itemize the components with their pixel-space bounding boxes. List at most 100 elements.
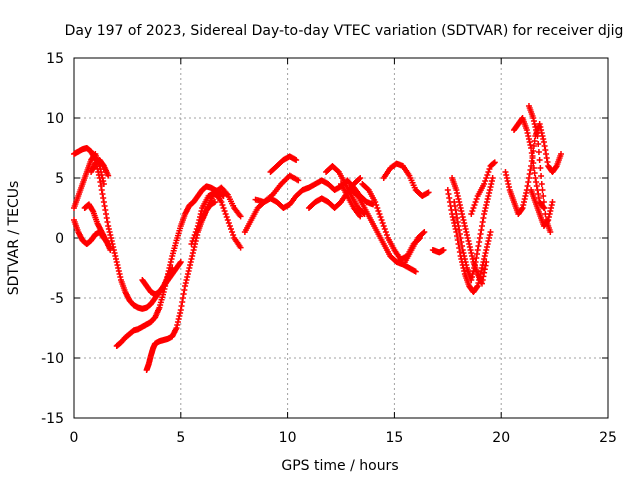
data-point [220,193,227,199]
data-point [193,226,200,232]
data-point [190,235,197,241]
series-track-13 [267,153,300,175]
data-point [549,199,556,205]
data-point [558,151,565,157]
data-point [295,177,302,184]
data-point [219,202,226,208]
series-track-17 [348,187,419,275]
x-tick-label: 15 [385,430,403,446]
series-track-8 [139,265,176,298]
series-track-25 [468,159,498,217]
data-point [540,199,547,205]
x-tick-label: 0 [70,430,79,446]
data-point [223,214,230,220]
data-point [420,230,427,236]
data-point [191,232,198,238]
data-point [237,244,244,251]
y-tick-label: 5 [55,171,64,187]
data-point [376,211,383,217]
series-track-22 [444,187,494,295]
series-track-29 [528,187,556,229]
data-point [470,205,477,211]
data-point [293,157,300,163]
data-point [381,226,388,232]
series-track-5 [88,157,112,179]
data-point [383,232,390,238]
data-point [485,169,492,175]
data-point [224,217,231,223]
data-point [230,232,237,238]
data-point [481,181,488,187]
data-point [440,247,447,253]
data-point [377,214,384,220]
data-point [226,223,233,229]
data-point [192,229,199,235]
axis-ticks [73,57,609,419]
data-point [468,211,475,217]
data-point [356,176,363,182]
data-point [357,213,364,220]
data-point [482,178,489,184]
data-point [375,208,382,214]
series-track-16 [338,181,364,220]
series-track-24 [451,175,496,283]
data-point [547,229,554,235]
data-point [538,173,545,179]
y-tick-label: -5 [50,291,64,307]
data-point [469,208,476,214]
x-tick-labels: 0 5 10 15 20 25 [70,430,617,446]
data-point [374,205,381,211]
data-point [379,220,386,226]
data-point [237,213,244,220]
data-point [491,159,498,166]
data-point [534,133,541,139]
data-point [225,220,232,226]
data-point [188,241,195,247]
data-point [487,229,494,235]
data-point [539,187,546,193]
data-point [105,172,112,179]
y-tick-label: 10 [46,111,64,127]
series-track-26 [502,121,565,217]
data-point [378,217,385,223]
data-point [222,211,229,217]
data-point [489,175,496,181]
series-track-20 [402,229,428,265]
data-point [535,149,542,155]
data-point [540,193,547,199]
data-point [223,190,230,197]
x-axis-label: GPS time / hours [281,458,398,474]
data-point [211,199,218,205]
y-tick-labels: -15 -10 -5 0 5 10 15 [41,51,64,427]
x-tick-label: 20 [492,430,510,446]
y-tick-label: -10 [41,351,64,367]
series-track-19 [380,160,432,199]
data-point [483,175,490,181]
data-point [483,259,490,265]
series-track-23 [449,175,490,287]
data-point [484,172,491,178]
data-point [372,199,379,205]
data-point [473,196,480,202]
data-point [107,247,114,253]
x-tick-label: 10 [279,430,297,446]
data-point [421,229,428,235]
y-tick-label: 0 [55,231,64,247]
y-tick-label: -15 [41,411,64,427]
data-point [538,181,545,187]
data-points [71,103,565,373]
data-point [536,157,543,163]
data-point [412,268,419,275]
data-point [169,265,176,271]
data-point [221,208,228,214]
data-point [541,205,548,211]
data-point [229,229,236,235]
series-track-12 [252,172,302,205]
x-tick-label: 5 [176,430,185,446]
data-point [373,202,380,208]
data-point [472,199,479,205]
data-point [357,175,364,181]
series-track-21 [429,247,447,256]
data-point [189,238,196,244]
data-point [382,229,389,235]
